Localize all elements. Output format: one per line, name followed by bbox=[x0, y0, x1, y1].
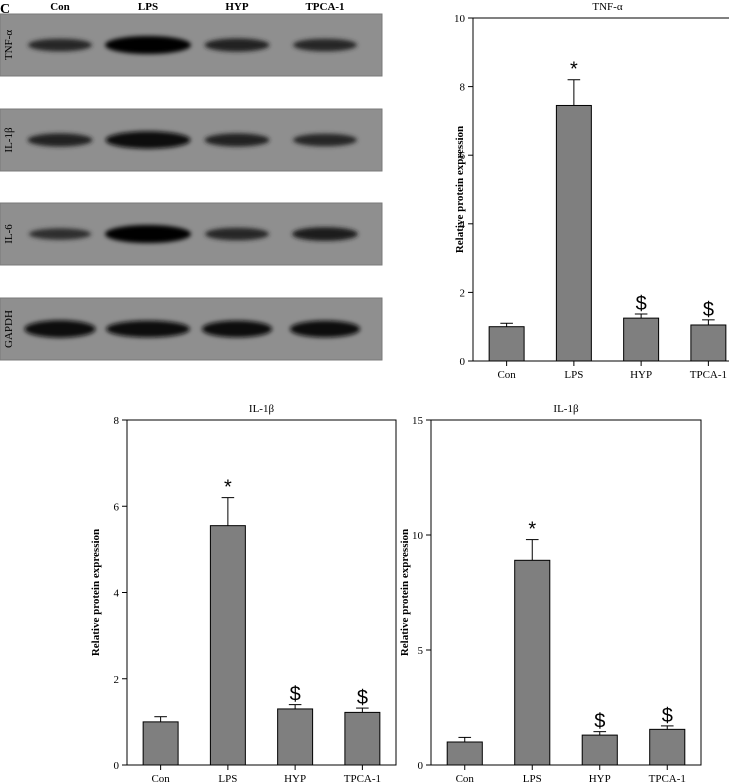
x-tick-label: Con bbox=[497, 369, 516, 381]
y-tick-label: 0 bbox=[418, 760, 424, 772]
bar-con bbox=[446, 741, 483, 766]
significance-dollar: $ bbox=[357, 687, 368, 709]
plot-frame bbox=[472, 17, 729, 362]
blot-band bbox=[292, 227, 358, 241]
blot-band bbox=[293, 38, 357, 52]
significance-star: * bbox=[224, 477, 232, 499]
blot-band bbox=[204, 133, 270, 147]
x-tick-label: TPCA-1 bbox=[649, 773, 686, 784]
x-tick-label: TPCA-1 bbox=[690, 369, 727, 381]
y-axis-title: Relative protein expression bbox=[399, 529, 411, 656]
y-tick-label: 10 bbox=[454, 13, 466, 25]
x-tick-label: Con bbox=[456, 773, 475, 784]
x-tick-label: HYP bbox=[589, 773, 611, 784]
bar-con bbox=[488, 326, 525, 362]
x-tick-label: TPCA-1 bbox=[344, 773, 381, 784]
bar-tpca-1 bbox=[649, 728, 686, 766]
bar-con bbox=[142, 721, 179, 766]
x-tick-label: LPS bbox=[523, 773, 542, 784]
blot-band bbox=[28, 228, 92, 240]
significance-dollar: $ bbox=[636, 293, 647, 315]
bar-tpca-1 bbox=[690, 324, 727, 362]
chart-title: IL-1β bbox=[249, 403, 275, 415]
y-tick-label: 0 bbox=[114, 760, 120, 772]
chart-title: IL-1β bbox=[553, 403, 579, 415]
blot-lane-label-con: Con bbox=[50, 1, 70, 13]
y-tick-label: 8 bbox=[460, 82, 466, 94]
blot-band bbox=[201, 320, 273, 338]
blot-band bbox=[27, 133, 93, 147]
bar-lps bbox=[514, 559, 551, 766]
y-axis-title: Relative protein expression bbox=[90, 529, 102, 656]
blot-band bbox=[105, 36, 191, 54]
y-axis-title: Relative protein expression bbox=[454, 126, 466, 253]
blot-lane-label-hyp: HYP bbox=[225, 1, 249, 13]
chart-il1b-left: IL-1β 0 2 4 6 8 Relative protein expression Con… bbox=[90, 403, 397, 784]
blot-lane-label-lps: LPS bbox=[138, 1, 158, 13]
chart-tnf-alpha: TNF-α 0 2 4 6 8 10 Relative protein expression C… bbox=[454, 1, 729, 381]
panel-letter: C bbox=[0, 2, 10, 17]
bar-lps bbox=[209, 525, 246, 766]
blot-lane-labels: Con LPS HYP TPCA-1 bbox=[50, 1, 344, 13]
blot-band bbox=[24, 320, 96, 338]
blot-strip-border bbox=[0, 202, 383, 266]
y-tick-label: 2 bbox=[114, 674, 120, 686]
blot-band bbox=[205, 227, 269, 241]
blot-band bbox=[293, 133, 357, 147]
y-tick-label: 4 bbox=[114, 588, 120, 600]
plot-frame bbox=[430, 419, 702, 766]
blot-lane-label-tpca1: TPCA-1 bbox=[305, 1, 344, 13]
blot-band bbox=[204, 38, 270, 52]
significance-dollar: $ bbox=[594, 711, 605, 733]
x-tick-label: HYP bbox=[630, 369, 652, 381]
y-tick-label: 6 bbox=[114, 501, 120, 513]
blot-strip-border bbox=[0, 13, 383, 77]
blot-band bbox=[105, 131, 191, 149]
x-tick-label: Con bbox=[151, 773, 170, 784]
blot-band bbox=[289, 320, 361, 338]
significance-star: * bbox=[570, 59, 578, 81]
y-tick-label: 2 bbox=[460, 287, 466, 299]
y-tick-label: 8 bbox=[114, 415, 120, 427]
bar-hyp bbox=[623, 317, 660, 362]
blot-row-label-tnf-: TNF-α bbox=[3, 30, 15, 60]
x-tick-label: HYP bbox=[284, 773, 306, 784]
y-tick-label: 6 bbox=[460, 150, 466, 162]
y-tick-label: 4 bbox=[460, 219, 466, 231]
significance-dollar: $ bbox=[290, 684, 301, 706]
y-tick-label: 5 bbox=[418, 645, 424, 657]
blot-row-label-il-6: IL-6 bbox=[3, 224, 15, 244]
bar-lps bbox=[555, 104, 592, 362]
significance-dollar: $ bbox=[703, 299, 714, 321]
y-tick-label: 15 bbox=[412, 415, 424, 427]
bar-hyp bbox=[581, 734, 618, 766]
blot-row-label-il-1-: IL-1β bbox=[3, 127, 15, 153]
bar-hyp bbox=[277, 708, 314, 766]
blot-strip-border bbox=[0, 108, 383, 172]
significance-dollar: $ bbox=[662, 705, 673, 727]
x-tick-label: LPS bbox=[564, 369, 583, 381]
western-blot: TNF-α IL-1β IL-6 GAPDH bbox=[0, 13, 383, 361]
bar-tpca-1 bbox=[344, 711, 381, 766]
significance-star: * bbox=[528, 519, 536, 541]
blot-band bbox=[28, 38, 92, 52]
chart-title: TNF-α bbox=[592, 1, 622, 13]
blot-band bbox=[106, 320, 190, 338]
chart-il1b-right: IL-1β 0 5 10 15 Relative protein expression Co… bbox=[399, 403, 702, 784]
blot-row-label-gapdh: GAPDH bbox=[3, 310, 15, 348]
y-tick-label: 10 bbox=[412, 530, 424, 542]
blot-strip-border bbox=[0, 297, 383, 361]
blot-band bbox=[105, 225, 191, 243]
y-tick-label: 0 bbox=[460, 356, 466, 368]
x-tick-label: LPS bbox=[218, 773, 237, 784]
